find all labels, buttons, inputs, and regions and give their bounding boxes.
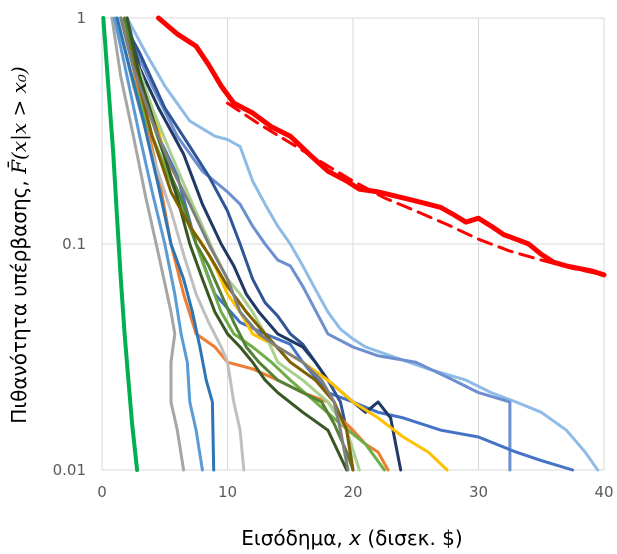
series-line-6 <box>119 16 355 472</box>
x-tick-label: 30 <box>469 483 488 501</box>
y-axis-title: Πιθανότητα υπέρβασης, F̄(x|x > x₀) <box>6 66 32 423</box>
y-tick-label: 0.1 <box>62 235 86 253</box>
series-line-13 <box>125 16 349 472</box>
x-tick-label: 10 <box>218 483 237 501</box>
x-tick-label: 40 <box>594 483 613 501</box>
tick-labels: 0 10 20 30 40 0.01 0.1 1 <box>53 9 614 501</box>
series-group <box>101 15 607 472</box>
series-line-16 <box>110 16 186 472</box>
x-axis-title: Εισόδημα, x (δισεκ. $) <box>241 526 462 550</box>
series-line-11 <box>119 16 361 472</box>
series-line-0 <box>156 15 607 278</box>
series-line-2 <box>101 16 140 472</box>
x-tick-label: 20 <box>343 483 362 501</box>
series-line-15 <box>119 16 350 472</box>
series-line-18 <box>113 16 204 472</box>
series-line-4 <box>119 16 512 472</box>
y-tick-label: 1 <box>76 9 86 27</box>
series-line-19 <box>115 16 216 472</box>
series-line-1 <box>226 101 606 277</box>
y-tick-label: 0.01 <box>53 461 86 479</box>
x-tick-label: 0 <box>97 483 107 501</box>
series-line-3 <box>125 16 600 472</box>
